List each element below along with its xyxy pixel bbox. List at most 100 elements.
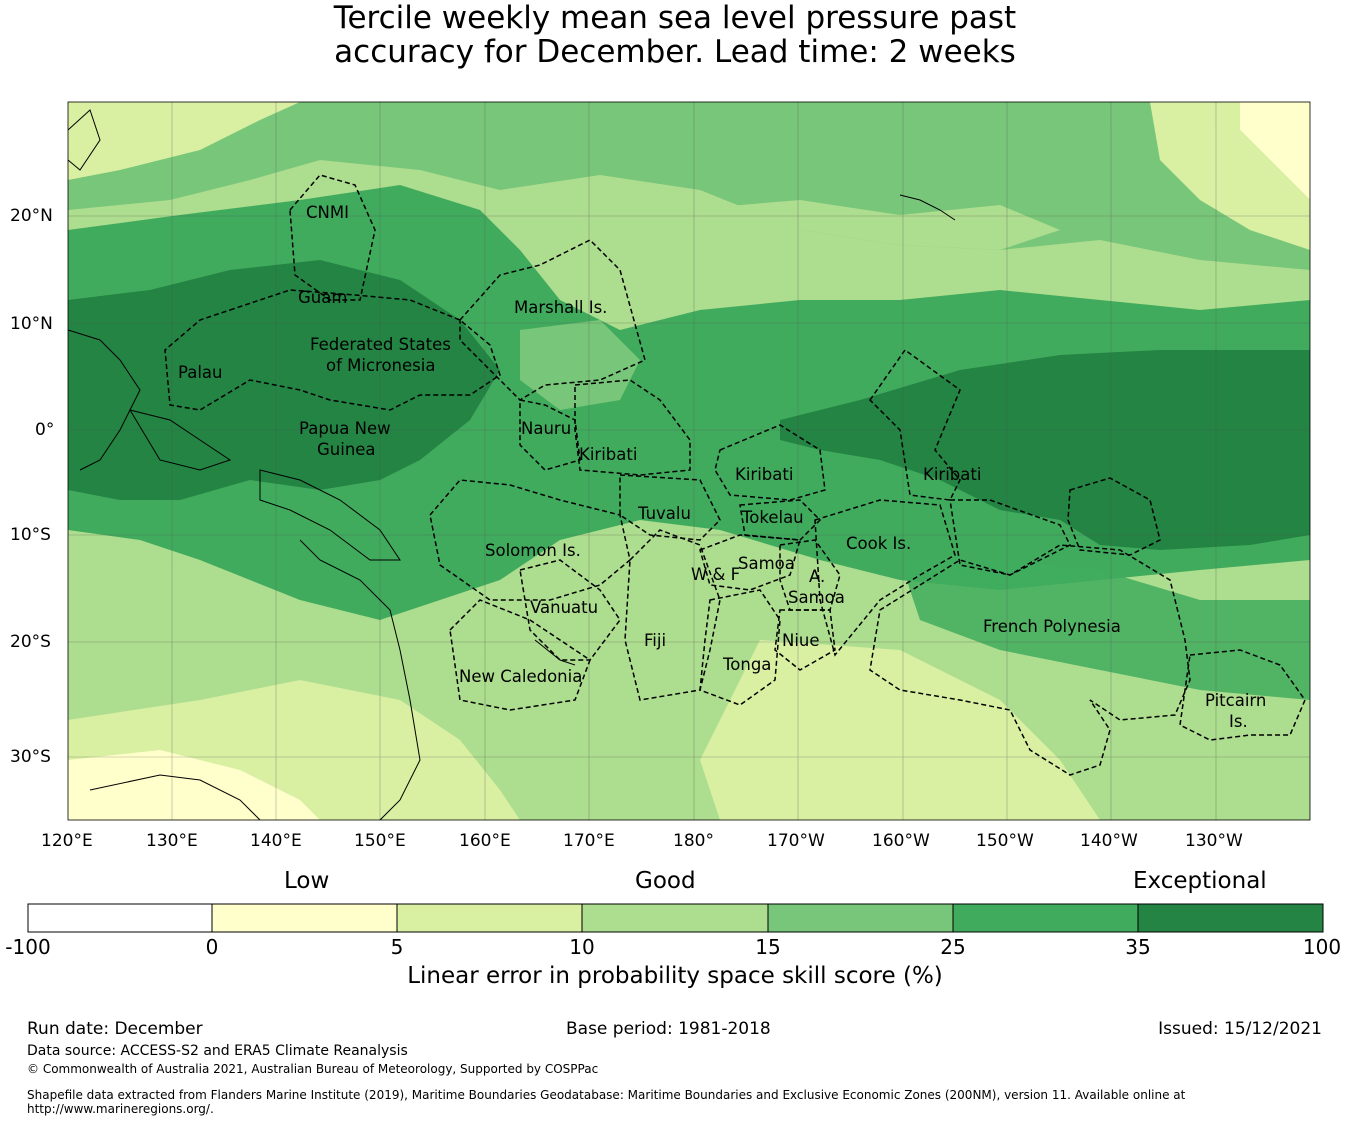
cook-islands-boundary [814, 499, 956, 657]
shapefile-credit-line-1: Shapefile data extracted from Flanders M… [27, 1088, 1186, 1102]
region-label-pitcairn-line1: Pitcairn [1205, 691, 1266, 710]
region-label-solomon-islands: Solomon Is. [485, 541, 581, 560]
colorbar-tick: 5 [390, 935, 404, 959]
lat-tick-30s: 30°S [10, 747, 51, 767]
region-label-tuvalu: Tuvalu [637, 504, 691, 523]
region-label-nauru: Nauru [521, 419, 571, 438]
map-title-line-2: accuracy for December. Lead time: 2 week… [334, 34, 1016, 70]
colorbar-segment-4 [582, 904, 768, 932]
sulawesi-islands [128, 409, 232, 471]
lon-tick-170w: 170°W [767, 831, 825, 851]
lat-tick-10n: 10°N [10, 314, 53, 334]
lat-tick-20n: 20°N [10, 206, 53, 226]
region-label-fsm-line2: of Micronesia [326, 356, 435, 375]
lon-tick-160w: 160°W [872, 831, 930, 851]
colorbar-frame [27, 903, 1324, 933]
colorbar-tick: 10 [569, 935, 595, 959]
french-polynesia-boundary [869, 544, 1191, 776]
tuvalu-boundary [619, 474, 721, 541]
eez-boundaries [164, 174, 1306, 776]
run-date: Run date: December [27, 1019, 203, 1039]
lon-tick-120e: 120°E [41, 831, 93, 851]
field-band-5-10-ne [1150, 102, 1310, 250]
issued-date: Issued: 15/12/2021 [1158, 1019, 1322, 1039]
region-label-tonga: Tonga [722, 655, 771, 674]
colorbar-category-good: Good [635, 868, 696, 894]
lon-tick-150w: 150°W [976, 831, 1034, 851]
region-label-kiribati-west: Kiribati [579, 445, 637, 464]
kiribati-gilbert-boundary [574, 379, 691, 476]
colorbar-category-low: Low [284, 868, 330, 894]
graticule [68, 102, 1310, 820]
new-caledonia-island [534, 639, 576, 666]
skill-score-field [68, 102, 1310, 820]
colorbar-tick: -100 [5, 935, 51, 959]
kiribati-line-boundary [869, 348, 961, 501]
region-label-french-polynesia: French Polynesia [983, 617, 1121, 636]
micronesia-boundary [164, 289, 501, 411]
region-label-samoa: Samoa [738, 554, 795, 573]
region-label-marshall-islands: Marshall Is. [514, 298, 607, 317]
region-label-pitcairn-line2: Is. [1229, 712, 1248, 731]
cook-islands-north-boundary [949, 499, 1072, 576]
kiribati-phoenix-boundary [714, 424, 826, 501]
new-guinea-island [259, 469, 401, 561]
lon-tick-180: 180° [673, 831, 714, 851]
region-label-niue: Niue [782, 631, 820, 650]
lon-tick-140w: 140°W [1080, 831, 1138, 851]
colorbar-tick: 100 [1302, 935, 1342, 959]
lat-tick-10s: 10°S [10, 525, 51, 545]
data-source: Data source: ACCESS-S2 and ERA5 Climate … [27, 1043, 408, 1059]
australia-south-coast [89, 774, 261, 820]
region-label-kiribati-central: Kiribati [735, 465, 793, 484]
region-label-guam: Guam [298, 288, 347, 307]
colorbar-tick: 0 [205, 935, 219, 959]
fiji-boundary [624, 529, 721, 701]
philippines-borneo-coast [68, 329, 141, 471]
region-label-png-line1: Papua New [299, 419, 391, 438]
colorbar-tick: 25 [940, 935, 966, 959]
region-label-american-samoa-line1: A. [809, 567, 825, 586]
marshall-islands-boundary [459, 239, 646, 401]
field-band-0-5-sw [68, 750, 320, 820]
colorbar-tick: 35 [1125, 935, 1151, 959]
lon-tick-170e: 170°E [563, 831, 615, 851]
field-band-15-25-kiribati [520, 320, 640, 410]
lon-tick-160e: 160°E [459, 831, 511, 851]
region-label-tokelau: Tokelau [741, 508, 804, 527]
lon-tick-130e: 130°E [146, 831, 198, 851]
colorbar-segment-6 [953, 904, 1138, 932]
colorbar-category-exceptional: Exceptional [1133, 868, 1267, 894]
cnmi-boundary [289, 174, 376, 301]
lon-tick-140e: 140°E [250, 831, 302, 851]
region-label-american-samoa-line2: Samoa [788, 588, 845, 607]
colorbar-segment-3 [397, 904, 582, 932]
tonga-boundary [699, 589, 781, 706]
field-band-5-10-nw [68, 102, 300, 180]
field-band-25-35-french-polynesia [900, 560, 1310, 700]
australia-east-coast [299, 539, 421, 820]
base-period: Base period: 1981-2018 [566, 1019, 771, 1039]
region-label-new-caledonia: New Caledonia [459, 667, 582, 686]
vanuatu-boundary [519, 559, 621, 661]
field-band-10-15-se [1130, 720, 1310, 820]
new-caledonia-boundary [449, 599, 591, 711]
region-label-cnmi: CNMI [306, 203, 349, 222]
nauru-boundary [519, 399, 581, 471]
shapefile-credit-line-2: http://www.marineregions.org/. [27, 1102, 214, 1116]
colorbar-segment-5 [768, 904, 953, 932]
field-band-35-100-west [68, 260, 500, 500]
field-band-0-5-ne [1240, 102, 1310, 200]
colorbar-tick: 15 [755, 935, 781, 959]
region-label-fsm-line1: Federated States [310, 335, 451, 354]
niue-boundary [774, 609, 836, 671]
colorbar [27, 903, 1324, 933]
taiwan-coast [68, 109, 101, 171]
colorbar-segment-2 [212, 904, 397, 932]
map-frame [67, 101, 1311, 821]
region-label-wallis-futuna: W & F [691, 565, 740, 584]
samoa-wallis-boundary [699, 534, 801, 591]
region-label-cook-islands: Cook Is. [846, 534, 911, 553]
field-band-10-15-central-north [680, 200, 1060, 250]
